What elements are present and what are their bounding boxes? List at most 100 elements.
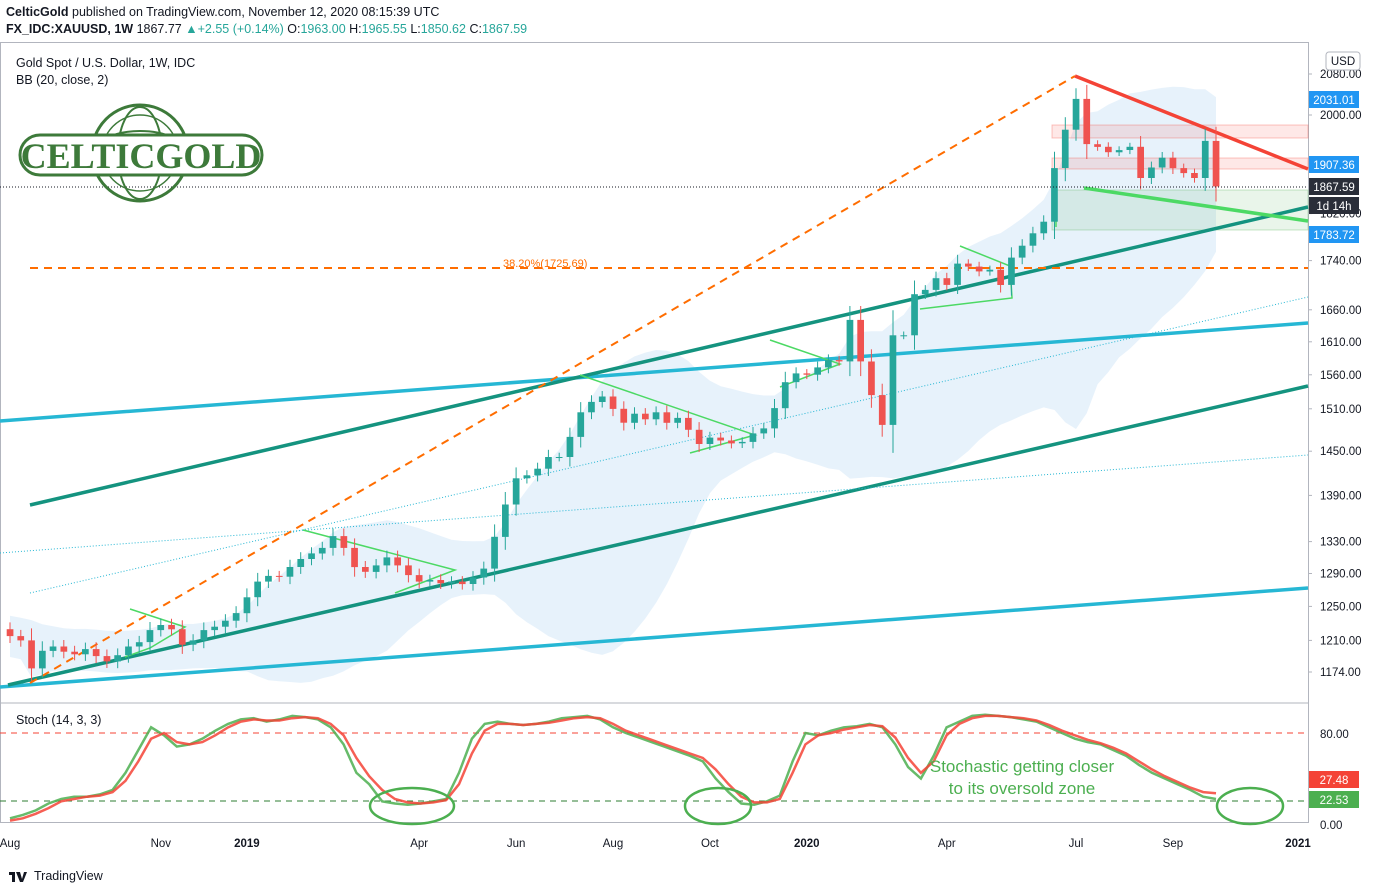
candle-body [868,361,875,396]
candle-body [965,263,972,267]
green-support-line [1083,186,1309,223]
red-resistance-line [1074,74,1309,171]
candle-body [1137,146,1144,178]
candle-body [232,613,240,621]
candle-body [340,536,348,548]
time-tick-label: 2020 [794,838,820,850]
oversold-circles [368,786,1285,826]
triangle-pattern-2 [302,529,458,594]
candle-body [878,395,886,425]
candle-body [491,536,498,569]
publish-text: published on TradingView.com, November 1… [72,5,440,19]
candle-body [49,646,57,651]
candle-body [997,269,1004,285]
time-tick-label: Jul [1069,838,1084,850]
candle-body [900,335,908,337]
candle-body [523,475,531,479]
upper-bb-value: 2031.01 [1313,95,1355,107]
price-axis[interactable]: 1174.00 1210.00 1250.00 1290.00 1330.00 1390.… [1308,69,1362,679]
ohlc-line: FX_IDC:XAUUSD, 1W 1867.77 ▲+2.55 (+0.14%… [6,22,527,36]
teal-channel-upper [29,205,1309,507]
candle-body [792,373,800,383]
candle-body [243,597,251,614]
candle-body [502,504,509,537]
candle-body [760,428,768,434]
candle-body [39,650,46,669]
candle-body [222,620,229,627]
candle-body [771,408,778,429]
candle-body [954,263,961,285]
candle-body [1180,168,1188,174]
chart-title: Gold Spot / U.S. Dollar, 1W, IDC [16,56,195,70]
resistance-zone-2 [1051,157,1309,170]
candle-body [975,266,983,272]
change-value: +2.55 (+0.14%) [197,22,284,36]
time-tick-label: Apr [938,838,956,850]
stoch-tick-0: 0.00 [1320,820,1342,832]
candle-body [825,360,832,368]
candle-body [911,294,918,336]
candle-body [200,630,208,641]
candle-body [803,373,811,375]
price-tick-label: 1330.00 [1320,537,1362,549]
high-label: H: [349,22,362,36]
triangle-pattern-4 [769,339,843,388]
currency-button[interactable] [1325,51,1361,71]
candle-body [114,655,121,662]
candle-body [437,580,445,584]
candle-body [17,636,25,641]
candle-body [1018,245,1026,258]
open-value: 1963.00 [300,22,346,36]
stoch-legend[interactable]: Stoch (14, 3, 3) [16,713,101,727]
tradingview-label: TradingView [34,869,103,883]
close-value: 1867.59 [481,22,528,36]
candle-body [1051,168,1058,222]
last-price: 1867.77 [136,22,182,36]
time-tick-label: Apr [410,838,428,850]
mid-bb-value: 1907.36 [1313,160,1355,172]
candle-body [82,649,89,655]
author-name[interactable]: CelticGold [6,5,69,19]
price-tick-label: 1610.00 [1320,337,1362,349]
candle-body [620,408,628,423]
stochastic-lines [9,713,1217,822]
candle-body [92,649,100,657]
candle-body [749,433,757,442]
candle-body [663,412,671,423]
candle-body [146,630,154,643]
candle-body [555,457,563,458]
low-value: 1850.62 [420,22,466,36]
candle-body [415,575,423,582]
lower-bb-value: 1783.72 [1313,230,1355,242]
candle-body [1029,233,1037,246]
low-label: L: [410,22,421,36]
candle-body [512,478,520,505]
stoch-note-line2: to its oversold zone [949,779,1095,798]
candle-body [1105,146,1112,153]
price-tick-label: 1210.00 [1320,635,1362,647]
close-label: C: [469,22,482,36]
candle-body [609,396,617,409]
candle-body [135,642,143,647]
celticgold-logo: CELTICGOLD [18,103,264,203]
candle-body [254,581,261,598]
countdown-value: 1d 14h [1316,201,1351,213]
tradingview-branding[interactable]: TradingView [8,869,103,883]
candle-body [642,413,649,420]
fib-level-label: 38.20%(1725.69) [503,258,587,270]
chart-area[interactable]: 38.20%(1725.69) CELTICGOLD Gold Spot / U… [0,42,1384,868]
stoch-line-pct-d [9,714,1217,822]
candle-body [448,581,455,584]
candle-body [1040,221,1048,234]
candle-body [1061,129,1069,168]
bollinger-bands [10,86,1216,683]
support-resistance-zones [1051,124,1309,231]
upper-bb-tag [1309,91,1359,108]
price-tick-label: 1174.00 [1320,667,1361,679]
candle-body [157,625,165,631]
candle-body [168,625,175,630]
candle-body [426,580,434,582]
candle-body [846,319,854,362]
bb-legend[interactable]: BB (20, close, 2) [16,73,108,87]
time-axis[interactable]: Aug Nov 2019 Apr Jun Aug Oct 2020 Apr Jul Sep 2021 [0,838,1311,850]
